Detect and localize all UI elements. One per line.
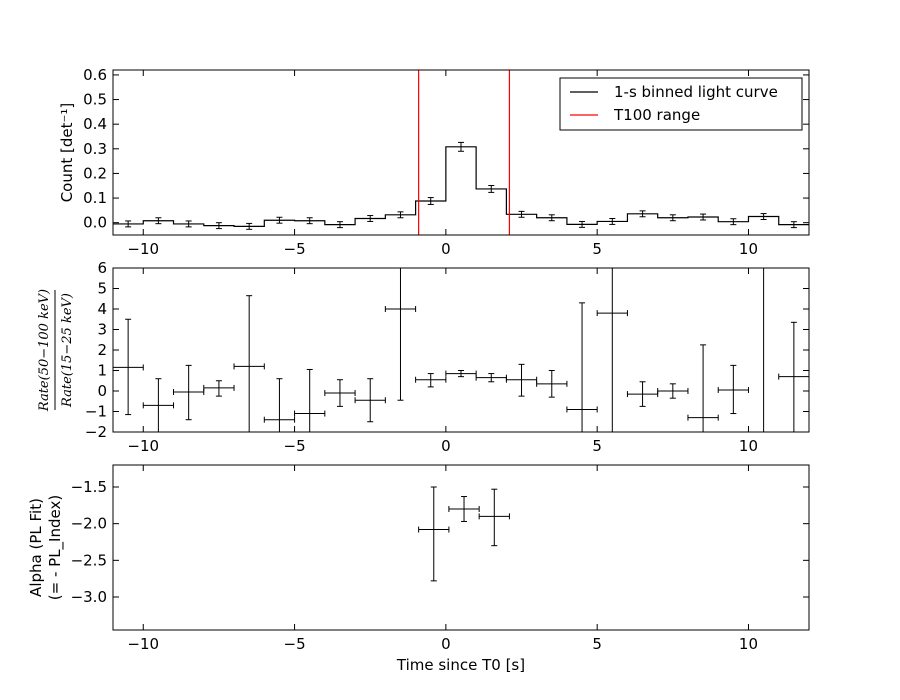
hardness-ratio-ylabel-denominator: Rate(15−25 keV) [60, 293, 75, 408]
y-tick-label: 0.4 [83, 115, 107, 133]
hardness-ratio-ylabel-numerator: Rate(50−100 keV) [37, 289, 52, 412]
light-curve-panel: −10 −5 0 5 10 0.0 0.1 0.2 0.3 0.4 0.5 0.6 Count [de… [58, 66, 810, 258]
x-tick-label: −10 [127, 437, 159, 455]
hardness-ratio-ylabel: Rate(50−100 keV) Rate(15−25 keV) [37, 289, 75, 412]
y-tick-label: 1 [97, 362, 107, 380]
x-tick-label: −5 [284, 240, 306, 258]
legend-label-light-curve: 1-s binned light curve [614, 83, 778, 101]
y-tick-label: 0.0 [83, 214, 107, 232]
y-tick-label: −2.0 [71, 515, 107, 533]
x-tick-label: −10 [127, 635, 159, 653]
y-tick-label: 4 [97, 300, 107, 318]
y-tick-label: 0.3 [83, 140, 107, 158]
alpha-series [418, 486, 510, 582]
y-tick-label: 6 [97, 259, 107, 277]
x-axis-label: Time since T0 [s] [396, 656, 525, 674]
x-tick-label: 10 [739, 437, 758, 455]
x-tick-label: 10 [739, 635, 758, 653]
hardness-ratio-series [112, 268, 810, 432]
y-tick-label: −2.5 [71, 551, 107, 569]
y-tick-label: −3.0 [71, 588, 107, 606]
x-tick-label: 0 [441, 437, 451, 455]
x-tick-label: −5 [284, 437, 306, 455]
legend-box [559, 77, 803, 131]
legend: 1-s binned light curve T100 range [559, 77, 803, 131]
x-tick-label: 10 [739, 240, 758, 258]
x-tick-label: 0 [441, 635, 451, 653]
y-tick-label: 0.2 [83, 164, 107, 182]
x-tick-label: 5 [592, 240, 602, 258]
alpha-panel: −10 −5 0 5 10 −3.0 −2.5 −2.0 −1.5 Alpha (PL Fit)… [27, 464, 810, 674]
y-tick-label: 0 [97, 382, 107, 400]
y-tick-label: −1 [85, 403, 107, 421]
y-tick-label: −2 [85, 423, 107, 441]
x-tick-label: 5 [592, 635, 602, 653]
alpha-frame [112, 464, 810, 631]
y-tick-label: 2 [97, 341, 107, 359]
y-tick-label: 3 [97, 321, 107, 339]
x-tick-label: 0 [441, 240, 451, 258]
alpha-ylabel-line1: Alpha (PL Fit) [27, 498, 45, 597]
light-curve-ylabel: Count [det⁻¹] [58, 103, 76, 203]
y-tick-label: 0.5 [83, 91, 107, 109]
y-tick-label: −1.5 [71, 478, 107, 496]
y-tick-label: 0.6 [83, 66, 107, 84]
x-tick-label: −10 [127, 240, 159, 258]
light-curve-ticks: −10 −5 0 5 10 0.0 0.1 0.2 0.3 0.4 0.5 0.6 [83, 66, 809, 258]
hardness-ratio-frame [112, 267, 810, 433]
legend-label-t100: T100 range [613, 106, 700, 124]
x-tick-label: −5 [284, 635, 306, 653]
y-tick-label: 5 [97, 280, 107, 298]
light-curve-series [113, 70, 809, 235]
x-tick-label: 5 [592, 437, 602, 455]
light-curve-frame [112, 69, 810, 236]
y-tick-label: 0.1 [83, 189, 107, 207]
alpha-ticks: −10 −5 0 5 10 −3.0 −2.5 −2.0 −1.5 [71, 465, 809, 653]
alpha-ylabel-line2: (= - PL_Index) [46, 495, 65, 600]
